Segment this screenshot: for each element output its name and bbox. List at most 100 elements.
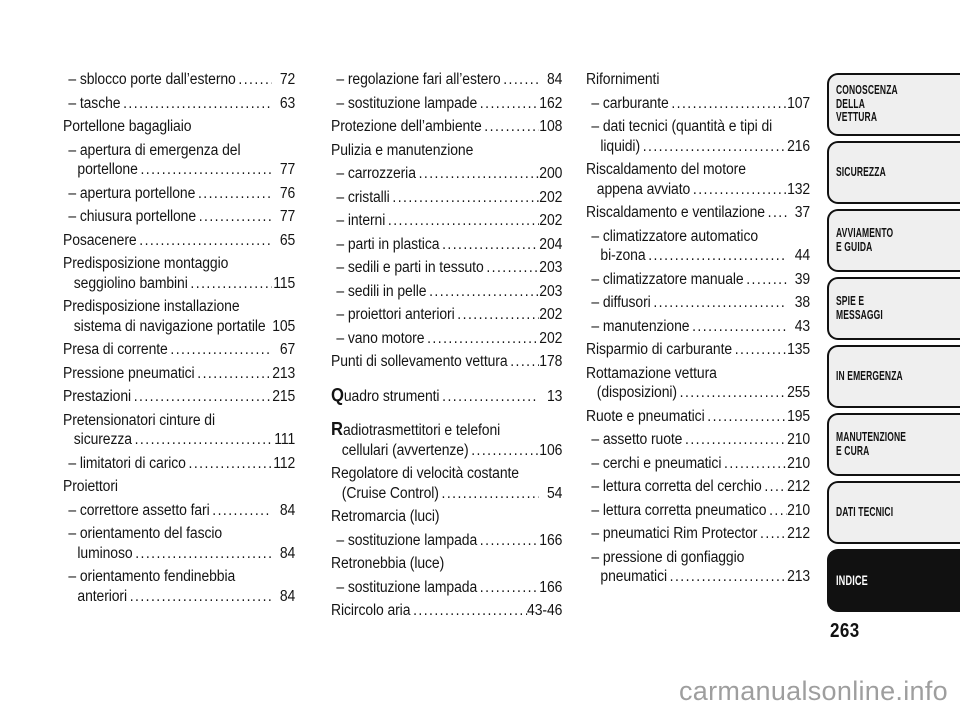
entry-text: – sostituzione lampada bbox=[336, 531, 478, 549]
index-entry: seggiolino bambini......................… bbox=[63, 274, 295, 294]
index-entry: Portellone bagagliaio bbox=[63, 117, 295, 137]
entry-text: – assetto ruote bbox=[591, 431, 683, 448]
entry-text: – cristalli bbox=[336, 188, 390, 206]
entry-text: Ricircolo aria bbox=[331, 602, 411, 619]
index-entry: Retromarcia (luci) bbox=[331, 507, 562, 527]
section-tab-label: INDICE bbox=[836, 572, 868, 588]
dot-leader: ........................................… bbox=[188, 454, 272, 472]
section-tab-label: DATI TECNICI bbox=[836, 504, 894, 519]
dot-leader: ........................................… bbox=[198, 208, 272, 225]
entry-text: Presa di corrente bbox=[63, 341, 168, 358]
entry-text: Punti di sollevamento vettura bbox=[331, 353, 508, 370]
entry-text: (Cruise Control) bbox=[341, 484, 439, 502]
dot-leader: ........................................… bbox=[692, 317, 787, 335]
index-entry: Proiettori bbox=[63, 477, 295, 497]
dot-leader: ........................................… bbox=[707, 407, 787, 425]
entry-text: Proiettori bbox=[63, 478, 118, 495]
dot-leader: ........................................… bbox=[123, 94, 272, 112]
entry-page-number: 178 bbox=[539, 353, 563, 370]
entry-text: Pressione pneumatici bbox=[63, 364, 195, 382]
dot-leader: ........................................… bbox=[471, 441, 539, 459]
dot-leader: ........................................… bbox=[760, 525, 787, 542]
entry-text: – cerchi e pneumatici bbox=[591, 454, 722, 472]
entry-page-number: 166 bbox=[539, 531, 563, 549]
entry-page-number: 162 bbox=[539, 94, 563, 112]
dot-leader: ........................................… bbox=[133, 388, 272, 405]
index-entry: Riscaldamento e ventilazione............… bbox=[586, 203, 810, 223]
dot-leader: ........................................… bbox=[679, 384, 787, 401]
index-entry: Pulizia e manutenzione bbox=[331, 141, 562, 161]
index-entry: Riscaldamento del motore bbox=[586, 160, 810, 180]
index-entry: – interni...............................… bbox=[331, 211, 562, 231]
entry-page-number: 213 bbox=[787, 568, 811, 585]
dot-leader: ........................................… bbox=[442, 235, 539, 253]
entry-text: – proiettori anteriori bbox=[336, 306, 455, 323]
entry-text: – sedili in pelle bbox=[336, 282, 427, 300]
index-entry: – orientamento fendinebbia bbox=[63, 567, 295, 587]
entry-page-number: 215 bbox=[272, 388, 296, 405]
dot-leader: ........................................… bbox=[746, 270, 786, 288]
dot-leader: ........................................… bbox=[134, 431, 272, 448]
dot-leader: ........................................… bbox=[190, 274, 271, 292]
entry-text: Radiotrasmettitori e telefoni bbox=[331, 418, 501, 439]
entry-page-number: 39 bbox=[794, 270, 811, 288]
entry-text: Rifornimenti bbox=[586, 71, 660, 88]
index-entry: liquidi)................................… bbox=[586, 137, 810, 157]
section-tab-label: CONOSCENZA DELLA VETTURA bbox=[836, 83, 898, 125]
index-entry: (disposizioni)..........................… bbox=[586, 383, 810, 403]
index-entry: Rottamazione vettura bbox=[586, 364, 810, 384]
index-entry: Ruote e pneumatici......................… bbox=[586, 407, 810, 427]
index-entry: – dati tecnici (quantità e tipi di bbox=[586, 117, 810, 137]
entry-page-number: 105 bbox=[272, 317, 296, 335]
entry-text: – climatizzatore automatico bbox=[591, 227, 758, 245]
entry-page-number: 213 bbox=[272, 364, 296, 382]
entry-text: – sblocco porte dall’esterno bbox=[68, 71, 236, 88]
dot-leader: ........................................… bbox=[486, 259, 539, 276]
entry-text: – diffusori bbox=[591, 294, 651, 311]
entry-page-number: 84 bbox=[279, 544, 296, 562]
entry-page-number: 76 bbox=[279, 184, 296, 202]
entry-text: – limitatori di carico bbox=[68, 454, 186, 472]
dot-leader: ........................................… bbox=[140, 161, 271, 178]
entry-text: Predisposizione montaggio bbox=[63, 255, 229, 272]
entry-page-number: 111 bbox=[274, 431, 296, 448]
entry-text: – sostituzione lampada bbox=[336, 578, 478, 596]
entry-text: Predisposizione installazione bbox=[63, 298, 240, 315]
index-column-middle: – regolazione fari all’estero...........… bbox=[331, 70, 562, 621]
section-tab-indice: INDICE bbox=[827, 549, 960, 612]
entry-text: pneumatici bbox=[600, 568, 667, 585]
entry-page-number: 84 bbox=[546, 71, 563, 88]
section-tab-manutenzione-e-cura: MANUTENZIONE E CURA bbox=[827, 413, 960, 476]
entry-page-number: 212 bbox=[787, 478, 811, 495]
entry-page-number: 63 bbox=[279, 94, 296, 112]
entry-page-number: 54 bbox=[546, 484, 563, 502]
index-entry: – tasche................................… bbox=[63, 94, 295, 114]
index-entry: – apertura di emergenza del bbox=[63, 141, 295, 161]
dot-leader: ........................................… bbox=[413, 602, 528, 619]
entry-text: – correttore assetto fari bbox=[68, 501, 210, 519]
entry-page-number: 77 bbox=[279, 161, 296, 178]
entry-text: – lettura corretta del cerchio bbox=[591, 478, 762, 495]
dot-leader: ........................................… bbox=[442, 387, 539, 405]
entry-text: Retromarcia (luci) bbox=[331, 508, 440, 525]
entry-text: Regolatore di velocità costante bbox=[331, 465, 519, 482]
entry-text: – orientamento fendinebbia bbox=[68, 568, 236, 585]
entry-text: – climatizzatore manuale bbox=[591, 270, 744, 288]
index-entry: cellulari (avvertenze)..................… bbox=[331, 441, 563, 461]
section-tab-sicurezza: SICUREZZA bbox=[827, 141, 960, 204]
index-entry: luminoso................................… bbox=[63, 544, 295, 564]
index-entry: – manutenzione..........................… bbox=[586, 317, 810, 337]
index-entry: – proiettori anteriori..................… bbox=[331, 305, 562, 325]
dot-leader: ........................................… bbox=[429, 282, 539, 300]
index-entry: Presa di corrente.......................… bbox=[63, 340, 295, 360]
index-entry: – carrozzeria...........................… bbox=[331, 164, 562, 184]
entry-text: seggiolino bambini bbox=[73, 274, 188, 292]
section-tab-label: SPIE E MESSAGGI bbox=[836, 294, 883, 322]
entry-page-number: 204 bbox=[539, 235, 563, 253]
entry-text: Pretensionatori cinture di bbox=[63, 411, 215, 429]
dot-leader: ........................................… bbox=[129, 587, 272, 605]
index-entry: – lettura corretta pneumatico...........… bbox=[586, 501, 810, 521]
index-entry: anteriori...............................… bbox=[63, 587, 295, 607]
entry-page-number: 203 bbox=[539, 259, 563, 276]
dot-leader: ........................................… bbox=[135, 544, 272, 562]
